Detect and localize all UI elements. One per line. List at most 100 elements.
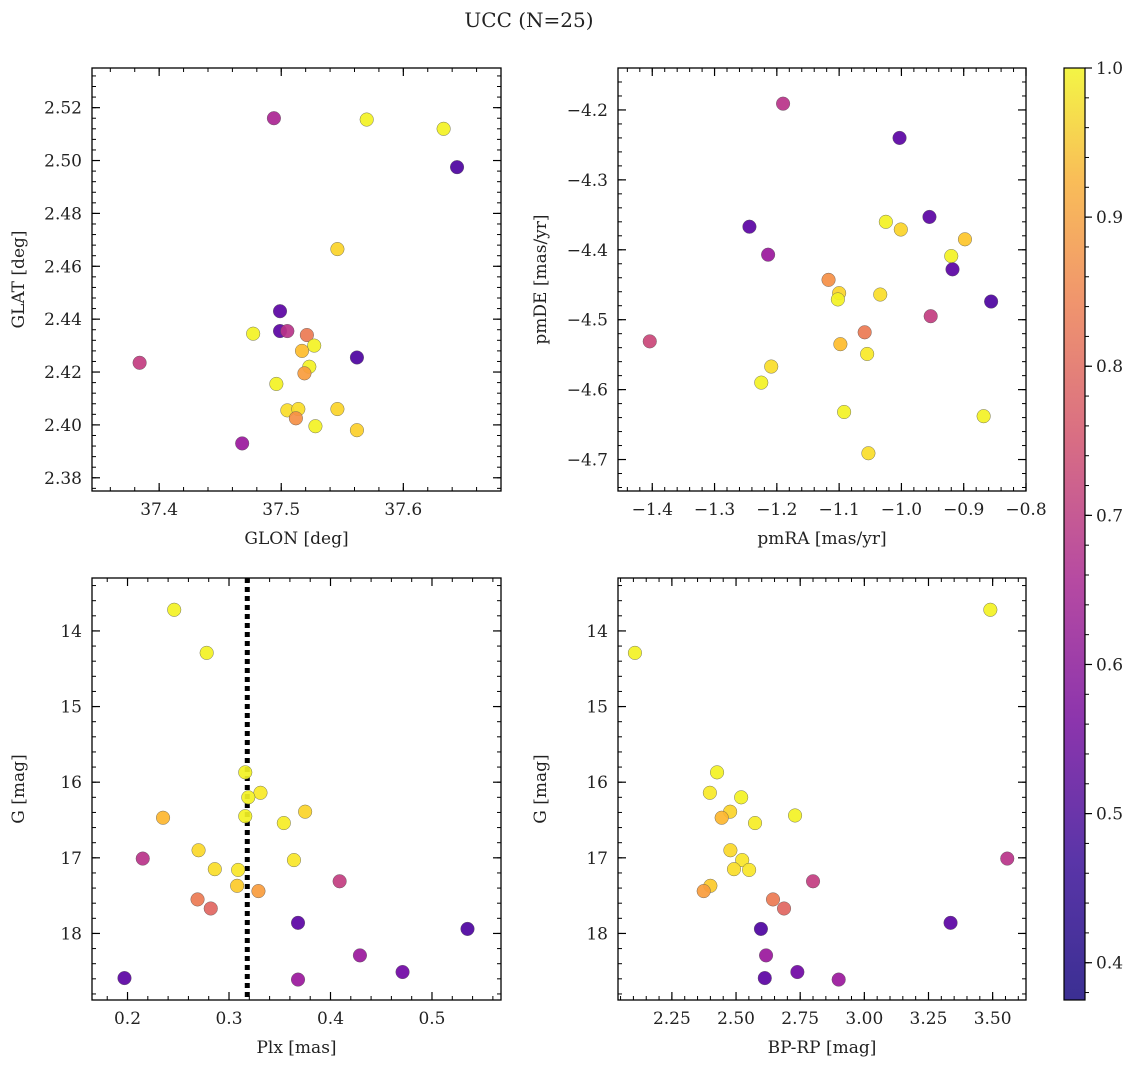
scatter-point	[266, 111, 281, 126]
scatter-point	[291, 972, 306, 987]
scatter-point	[1000, 851, 1015, 866]
scatter-point	[191, 843, 206, 858]
colorbar-tick-label: 0.5	[1096, 805, 1123, 825]
y-tick-label: 14	[60, 622, 82, 642]
scatter-point	[294, 343, 309, 358]
scatter-point	[330, 242, 345, 257]
scatter-point	[135, 851, 150, 866]
y-tick-label: 15	[586, 698, 608, 718]
scatter-point	[806, 874, 821, 889]
y-tick-label: 2.38	[44, 469, 82, 489]
y-tick-label: 2.40	[44, 416, 82, 436]
scatter-point	[945, 262, 960, 277]
scatter-point	[735, 853, 750, 868]
y-tick-label: −4.7	[567, 451, 608, 471]
x-tick-label: 0.5	[418, 1009, 445, 1029]
x-tick-label: −0.8	[1005, 500, 1046, 520]
x-tick-label: 0.2	[114, 1009, 141, 1029]
y-tick-label: 2.46	[44, 257, 82, 277]
scatter-point	[860, 346, 875, 361]
y-tick-label: 15	[60, 698, 82, 718]
scatter-point	[976, 409, 991, 424]
x-axis-label: pmRA [mas/yr]	[757, 529, 886, 549]
x-tick-label: 2.25	[653, 1009, 691, 1029]
y-tick-label: 17	[586, 849, 608, 869]
panel-plx-g: 0.2 0.3 0.4 0.5 14 15 16 17 18 Plx [mas] G [mag]	[9, 577, 502, 1058]
scatter-point	[723, 843, 738, 858]
y-tick-label: −4.4	[567, 241, 608, 261]
scatter-point	[873, 287, 888, 302]
x-tick-label: −0.9	[943, 500, 984, 520]
scatter-point	[878, 214, 893, 229]
scatter-point	[349, 350, 364, 365]
scatter-point	[241, 790, 256, 805]
scatter-point	[190, 892, 205, 907]
colorbar-tick-label: 0.8	[1096, 357, 1123, 377]
scatter-point	[837, 404, 852, 419]
scatter-point	[943, 915, 958, 930]
scatter-point	[984, 294, 999, 309]
colorbar: 0.4 0.5 0.6 0.7 0.8 0.9 1.0	[1063, 59, 1123, 1001]
scatter-point	[726, 862, 741, 877]
y-axis-label: G [mag]	[9, 754, 29, 823]
axes-frame	[617, 577, 1027, 1001]
figure-title: UCC (N=25)	[464, 8, 593, 32]
scatter-point	[307, 338, 322, 353]
scatter-point	[349, 423, 364, 438]
x-tick-label: 37.6	[384, 500, 422, 520]
x-tick-label: 2.50	[717, 1009, 755, 1029]
scatter-point	[298, 804, 313, 819]
scatter-point	[156, 810, 171, 825]
colorbar-tick-label: 1.0	[1096, 59, 1123, 79]
axes-frame	[617, 67, 1027, 492]
scatter-point	[235, 436, 250, 451]
scatter-point	[117, 971, 132, 986]
scatter-point	[238, 765, 253, 780]
panel-pmra-pmde: −1.4 −1.3 −1.2 −1.1 −1.0 −0.9 −0.8 −4.7 −4.6 −4.5…	[531, 67, 1047, 549]
y-tick-label: 18	[586, 924, 608, 944]
scatter-point	[714, 810, 729, 825]
scatter-point	[748, 816, 763, 831]
scatter-point	[330, 402, 345, 417]
scatter-point	[308, 419, 323, 434]
scatter-point	[923, 309, 938, 324]
scatter-point	[710, 765, 725, 780]
x-tick-label: −1.4	[632, 500, 673, 520]
x-tick-label: −1.2	[756, 500, 797, 520]
scatter-point	[280, 324, 295, 339]
y-tick-label: 18	[60, 924, 82, 944]
scatter-point	[167, 602, 182, 617]
scatter-point	[765, 892, 780, 907]
scatter-point	[269, 376, 284, 391]
x-tick-label: 37.5	[262, 500, 300, 520]
x-tick-label: −1.3	[694, 500, 735, 520]
y-axis-label: G [mag]	[531, 754, 551, 823]
scatter-point	[332, 874, 347, 889]
scatter-points	[117, 602, 475, 987]
scatter-point	[436, 121, 451, 136]
scatter-points	[132, 111, 465, 451]
scatter-point	[983, 602, 998, 617]
colorbar-gradient	[1063, 67, 1086, 1001]
scatter-point	[460, 921, 475, 936]
scatter-point	[754, 375, 769, 390]
axes-frame	[91, 577, 502, 1001]
x-tick-label: 3.00	[845, 1009, 883, 1029]
scatter-point	[132, 355, 147, 370]
scatter-point	[759, 948, 774, 963]
x-tick-label: 3.50	[974, 1009, 1012, 1029]
x-tick-label: 2.75	[781, 1009, 819, 1029]
scatter-point	[742, 862, 757, 877]
scatter-point	[830, 292, 845, 307]
scatter-point	[642, 334, 657, 349]
scatter-point	[861, 446, 876, 461]
scatter-point	[230, 878, 245, 893]
scatter-point	[276, 816, 291, 831]
y-tick-label: 2.44	[44, 310, 82, 330]
scatter-point	[892, 130, 907, 145]
panel-bprp-g: 2.25 2.50 2.75 3.00 3.25 3.50 14 15 16 17 18 BP-RP …	[531, 577, 1027, 1058]
scatter-point	[764, 359, 779, 374]
x-tick-label: 37.4	[140, 500, 178, 520]
scatter-point	[944, 249, 959, 264]
scatter-point	[231, 862, 246, 877]
